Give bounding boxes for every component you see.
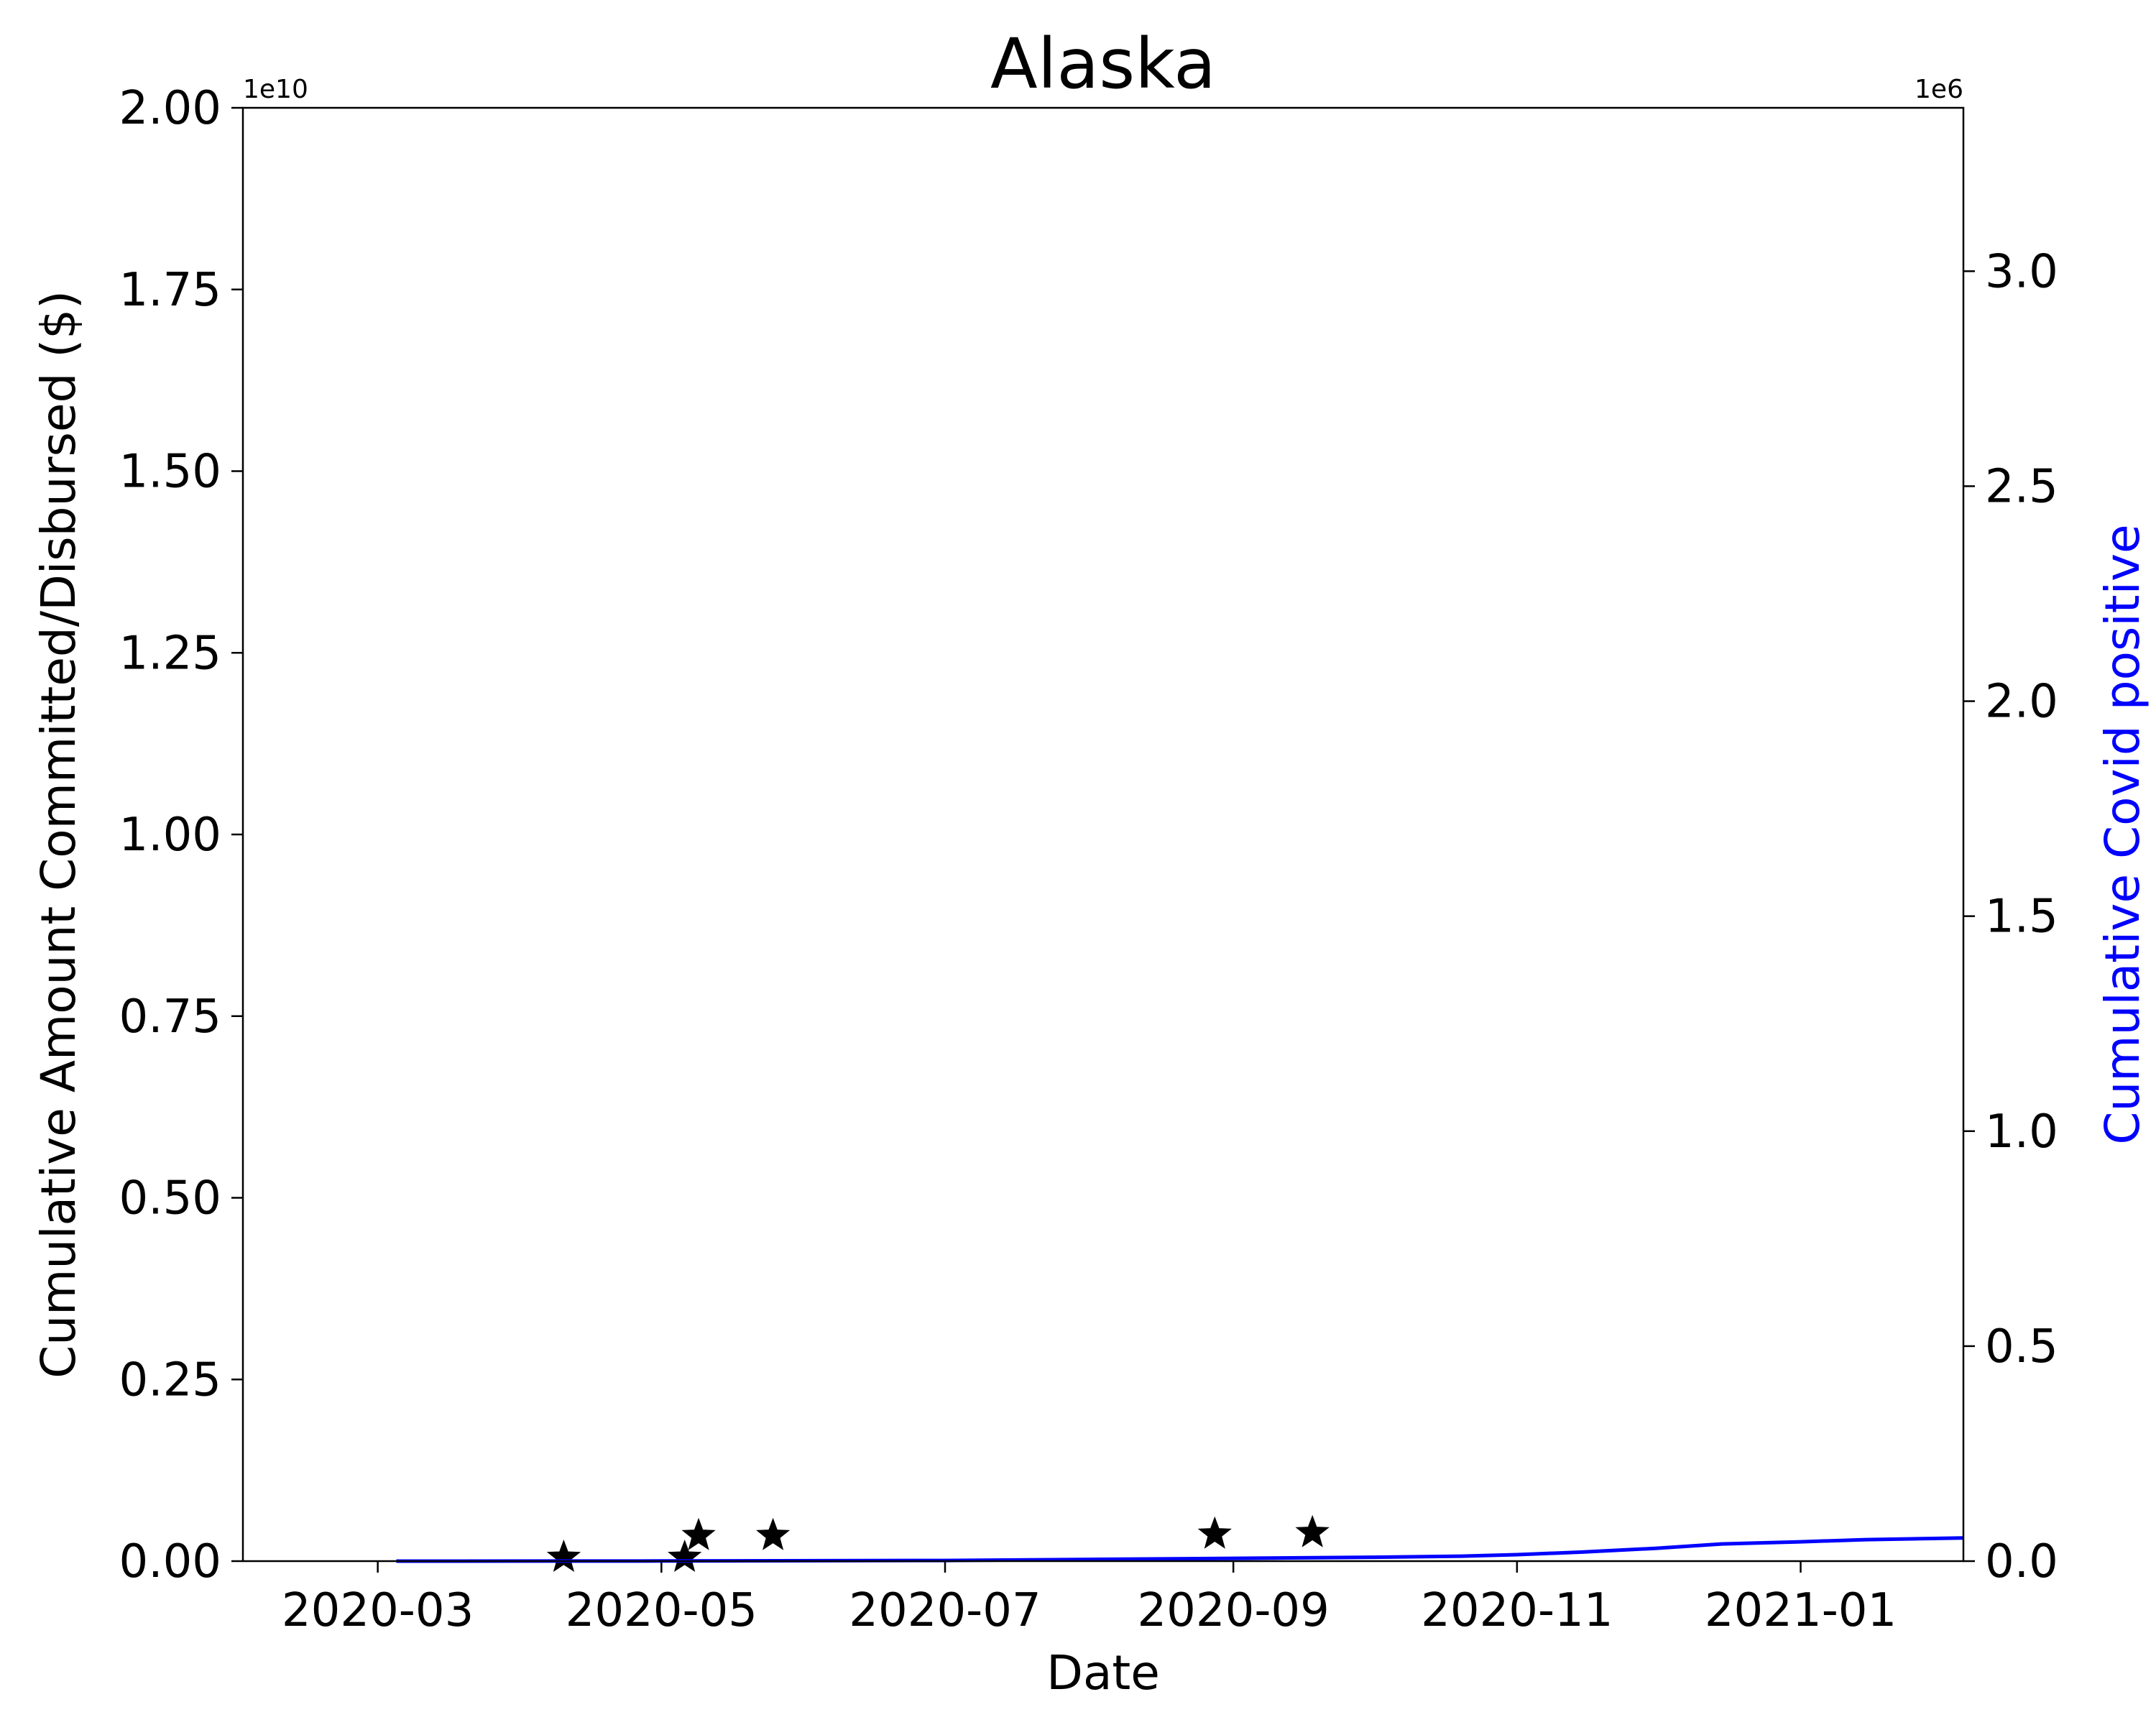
- y-tick-label: 0.50: [119, 1172, 222, 1225]
- y-offset-label: 1e10: [243, 75, 308, 104]
- y-tick-label: 0.25: [119, 1353, 222, 1407]
- left-axis-ticks: 0.00 0.25 0.50 0.75 1.00 1.25 1.50 1.75 2.00: [119, 82, 243, 1588]
- y-tick-label: 1.75: [119, 264, 222, 317]
- amount-star-marker: [668, 1540, 702, 1572]
- y-tick-label: 1.50: [119, 446, 222, 499]
- x-axis-ticks: 2020-03 2020-05 2020-07 2020-09 2020-11 2021-…: [282, 1561, 1897, 1637]
- x-tick-label: 2021-01: [1705, 1584, 1897, 1637]
- x-tick-label: 2020-07: [849, 1584, 1041, 1637]
- y-tick-label: 1.00: [119, 809, 222, 862]
- amount-star-marker: [681, 1517, 716, 1550]
- y2-tick-label: 2.0: [1985, 676, 2058, 729]
- y2-tick-label: 0.0: [1985, 1535, 2058, 1588]
- chart-title: Alaska: [990, 24, 1216, 104]
- plot-background: [243, 108, 1963, 1561]
- y2-tick-label: 1.0: [1985, 1105, 2058, 1159]
- right-axis-ticks: 0.0 0.5 1.0 1.5 2.0 2.5 3.0: [1963, 245, 2058, 1588]
- x-axis-label: Date: [1046, 1645, 1160, 1701]
- amount-star-marker: [1197, 1516, 1232, 1549]
- plot-frame: [241, 106, 1965, 1563]
- y2-tick-label: 3.0: [1985, 245, 2058, 298]
- amount-star-marker: [1295, 1514, 1330, 1547]
- y2-tick-label: 0.5: [1985, 1320, 2058, 1374]
- y2-offset-label: 1e6: [1915, 75, 1963, 104]
- y-axis-label: Cumulative Amount Committed/Disbursed ($…: [31, 290, 86, 1379]
- y-tick-label: 0.75: [119, 990, 222, 1044]
- x-tick-label: 2020-09: [1137, 1584, 1329, 1637]
- y2-tick-label: 1.5: [1985, 891, 2058, 944]
- y2-tick-label: 2.5: [1985, 460, 2058, 513]
- y-tick-label: 2.00: [119, 82, 222, 135]
- amount-star-marker: [756, 1517, 791, 1550]
- x-tick-label: 2020-11: [1421, 1584, 1613, 1637]
- y-tick-label: 1.25: [119, 627, 222, 680]
- y-tick-label: 0.00: [119, 1535, 222, 1588]
- x-tick-label: 2020-03: [282, 1584, 474, 1637]
- y2-axis-label: Cumulative Covid positive: [2095, 524, 2150, 1144]
- x-tick-label: 2020-05: [566, 1584, 757, 1637]
- amount-star-marker: [546, 1540, 581, 1573]
